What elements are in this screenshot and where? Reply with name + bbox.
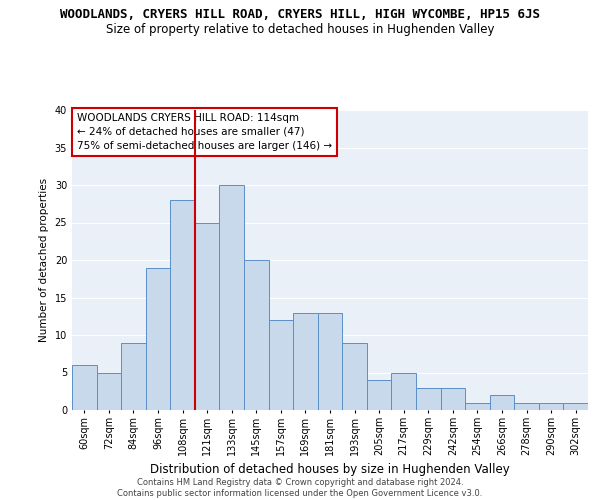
- Bar: [269, 320, 293, 410]
- Bar: [170, 200, 195, 410]
- Bar: [97, 372, 121, 410]
- Bar: [490, 395, 514, 410]
- Bar: [440, 388, 465, 410]
- Bar: [220, 185, 244, 410]
- Bar: [318, 312, 342, 410]
- Bar: [195, 222, 220, 410]
- Bar: [514, 402, 539, 410]
- Text: WOODLANDS, CRYERS HILL ROAD, CRYERS HILL, HIGH WYCOMBE, HP15 6JS: WOODLANDS, CRYERS HILL ROAD, CRYERS HILL…: [60, 8, 540, 20]
- Bar: [563, 402, 588, 410]
- Bar: [121, 342, 146, 410]
- Bar: [465, 402, 490, 410]
- Bar: [391, 372, 416, 410]
- Bar: [367, 380, 391, 410]
- Y-axis label: Number of detached properties: Number of detached properties: [39, 178, 49, 342]
- X-axis label: Distribution of detached houses by size in Hughenden Valley: Distribution of detached houses by size …: [150, 464, 510, 476]
- Text: Size of property relative to detached houses in Hughenden Valley: Size of property relative to detached ho…: [106, 22, 494, 36]
- Bar: [146, 268, 170, 410]
- Bar: [293, 312, 318, 410]
- Text: Contains HM Land Registry data © Crown copyright and database right 2024.
Contai: Contains HM Land Registry data © Crown c…: [118, 478, 482, 498]
- Bar: [342, 342, 367, 410]
- Bar: [539, 402, 563, 410]
- Bar: [416, 388, 440, 410]
- Bar: [72, 365, 97, 410]
- Text: WOODLANDS CRYERS HILL ROAD: 114sqm
← 24% of detached houses are smaller (47)
75%: WOODLANDS CRYERS HILL ROAD: 114sqm ← 24%…: [77, 113, 332, 151]
- Bar: [244, 260, 269, 410]
